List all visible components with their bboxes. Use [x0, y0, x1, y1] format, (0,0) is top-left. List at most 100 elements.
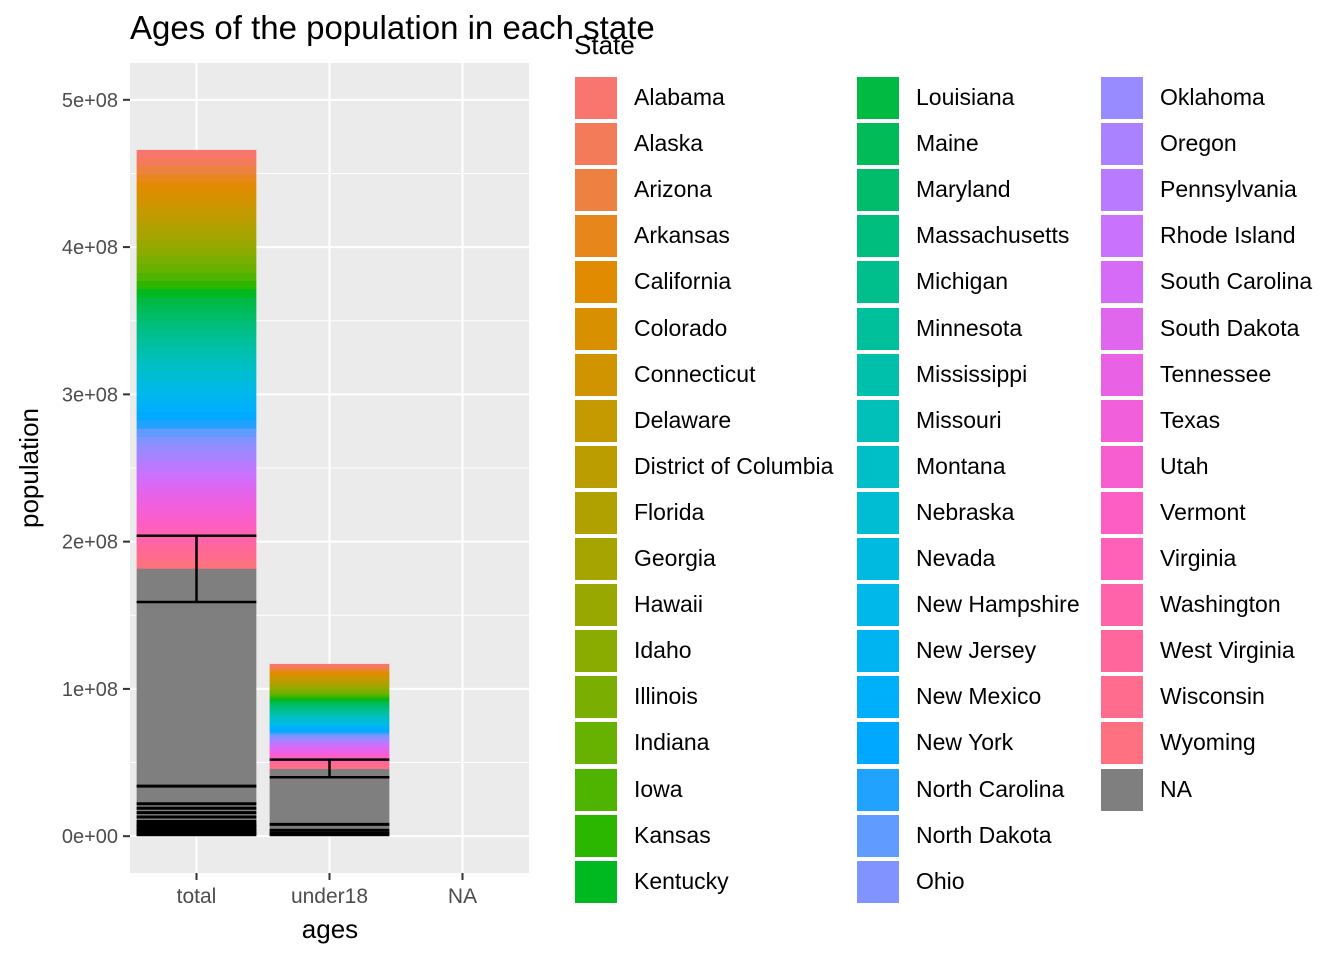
legend-swatch: [574, 490, 618, 535]
axes-layer: 0e+00 1e+08 2e+08 3e+08 4e+08 5e+08 total under…: [62, 90, 477, 908]
bar-segment: [136, 428, 257, 438]
legend-label: Oregon: [1160, 130, 1237, 157]
legend-swatch: [1100, 352, 1144, 397]
legend-swatch: [574, 260, 618, 305]
legend-swatch: [574, 675, 618, 720]
y-axis-title: population: [14, 408, 44, 528]
bar-segment: [269, 713, 390, 716]
bar-segment: [269, 733, 390, 737]
bar-segment: [269, 698, 390, 702]
bar-segment: [269, 692, 390, 696]
legend-swatch: [856, 537, 900, 581]
y-tick-label: 5e+08: [62, 90, 118, 112]
bar-segment: [269, 678, 390, 681]
bar-segment: [269, 682, 390, 685]
legend-label: Maine: [916, 130, 979, 157]
bar-segment: [136, 223, 257, 233]
bar-segment: [136, 272, 257, 282]
legend-swatch: [856, 490, 900, 535]
bar-segment: [269, 737, 390, 741]
bar-segment: [136, 420, 257, 430]
legend-swatch: [574, 76, 618, 120]
bar-segment: [136, 264, 257, 274]
legend-swatch: [1100, 76, 1144, 120]
legend-label: Georgia: [634, 545, 716, 571]
bar-segment: [136, 387, 257, 397]
legend-swatch: [856, 168, 900, 213]
bar-segment: [136, 395, 257, 405]
bar-segment: [269, 670, 390, 673]
bar-segment: [136, 379, 257, 389]
legend-label: South Dakota: [1160, 314, 1300, 341]
legend-label: New Jersey: [916, 637, 1037, 664]
legend-swatch: [574, 214, 618, 259]
bar-segment: [269, 711, 390, 714]
bar-segment: [269, 690, 390, 694]
legend-swatch: [1100, 444, 1144, 489]
legend-swatch: [1100, 122, 1144, 167]
legend-label: Illinois: [634, 683, 698, 710]
bar-segment-na: [269, 768, 390, 837]
legend-swatch: [856, 214, 900, 259]
legend-label: Wisconsin: [1160, 683, 1265, 710]
legend-swatch: [856, 444, 900, 489]
legend-swatch: [856, 122, 900, 167]
legend-swatch: [574, 306, 618, 351]
legend-swatch: [574, 168, 618, 213]
bar-segment: [269, 731, 390, 735]
y-tick-label: 1e+08: [62, 679, 118, 701]
legend-label: Alabama: [634, 84, 725, 110]
bar-segment: [136, 305, 257, 315]
bar-segment: [269, 741, 390, 745]
x-tick-label: under18: [291, 885, 368, 908]
legend-swatch: [1100, 490, 1144, 535]
legend-label: Tennessee: [1160, 360, 1272, 387]
legend-label: South Carolina: [1160, 268, 1313, 295]
bar-segment: [269, 667, 390, 671]
x-tick-label: total: [177, 885, 217, 908]
bar-segment: [136, 240, 257, 249]
legend-label: Oklahoma: [1160, 84, 1265, 110]
bar-segment: [269, 743, 390, 747]
legend-swatch: [574, 583, 618, 628]
bar-outline-block: [269, 832, 390, 837]
bar-segment: [136, 477, 257, 487]
legend-swatch: [1100, 306, 1144, 351]
bar-segment: [136, 412, 257, 422]
bar-segment: [136, 346, 257, 356]
legend-swatch: [856, 260, 900, 305]
bar-segment: [269, 719, 390, 722]
bar-segment: [136, 256, 257, 266]
legend-label: New York: [916, 729, 1014, 756]
bar-segment: [269, 756, 390, 759]
bar-segment: [136, 469, 257, 479]
legend-swatch: [856, 859, 900, 904]
legend-label: Utah: [1160, 452, 1209, 479]
chart-title: Ages of the population in each state: [130, 9, 655, 46]
bar-segment: [269, 665, 390, 669]
legend-swatch: [574, 859, 618, 904]
bar-segment: [269, 754, 390, 757]
legend-swatch: [574, 629, 618, 674]
legend-swatch: [856, 76, 900, 120]
bar-segment: [269, 663, 390, 667]
legend-label: District of Columbia: [634, 452, 834, 479]
legend-label: Colorado: [634, 314, 728, 341]
legend-label: Missouri: [916, 406, 1002, 433]
legend-swatch: [1100, 537, 1144, 581]
bar-segment: [136, 371, 257, 381]
bar-segment: [269, 721, 390, 724]
legend-swatch: [856, 352, 900, 397]
legend-swatch: [574, 813, 618, 858]
legend-swatch: [574, 398, 618, 443]
bar-segment: [269, 745, 390, 749]
legend-label: Idaho: [634, 637, 692, 664]
bar-segment: [136, 338, 257, 348]
bar-segment: [269, 747, 390, 751]
legend-swatch: [856, 767, 900, 812]
y-tick-label: 0e+00: [62, 826, 118, 848]
legend-label: Montana: [916, 452, 1006, 479]
legend-label: Mississippi: [916, 360, 1028, 387]
bar-segment: [136, 281, 257, 290]
legend-swatch: [574, 122, 618, 167]
